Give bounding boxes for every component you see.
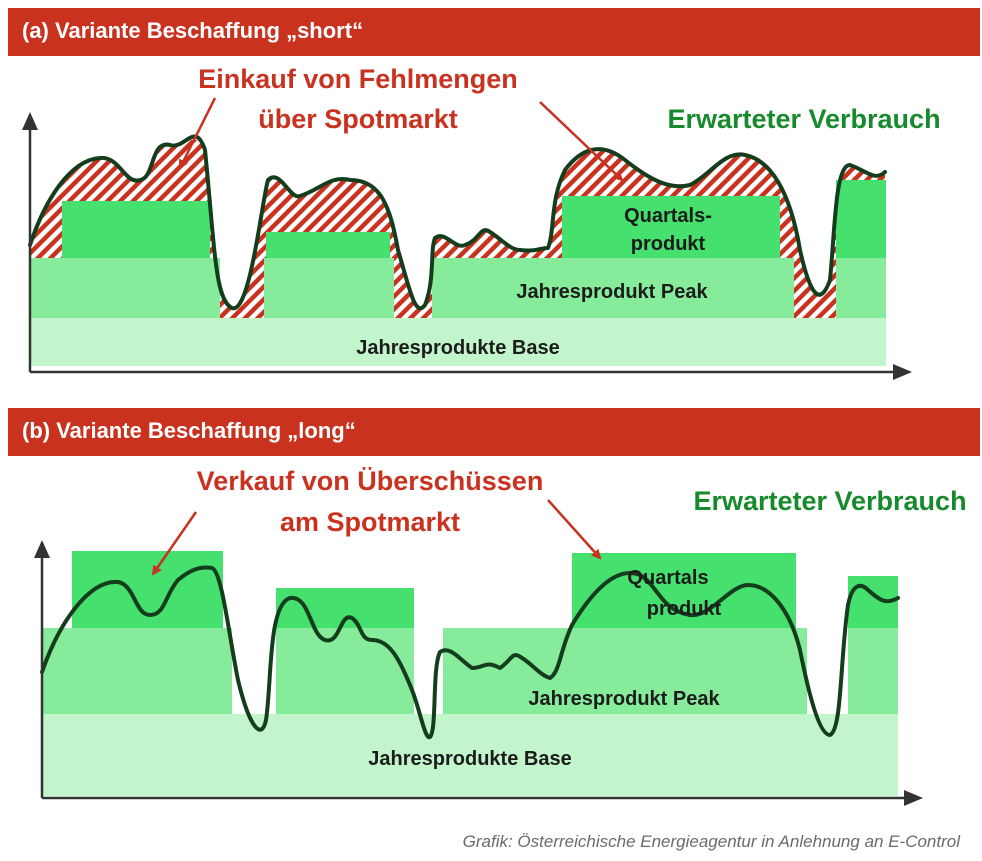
- quarter-label-line-1: Quartals: [627, 567, 708, 589]
- peak-band-segment: [848, 628, 898, 714]
- peak-label: Jahresprodukt Peak: [516, 281, 708, 303]
- panel-a-banner: (a) Variante Beschaffung „short“: [8, 8, 980, 56]
- panel-b-title: (b) Variante Beschaffung „long“: [22, 418, 356, 443]
- base-label: Jahresprodukte Base: [368, 748, 571, 770]
- peak-band-segment: [264, 258, 394, 318]
- panel-a-diagram: Einkauf von Fehlmengen über Spotmarkt Er…: [22, 64, 941, 380]
- quarter-label-line-1: Quartals-: [624, 205, 712, 227]
- peak-band-segment: [836, 258, 886, 318]
- annotation-line-2: über Spotmarkt: [258, 104, 458, 134]
- annotation-arrow-left: [151, 511, 198, 576]
- consumption-label: Erwarteter Verbrauch: [693, 486, 966, 516]
- quarter-block: [62, 201, 210, 258]
- annotation-line-2: am Spotmarkt: [280, 507, 460, 537]
- consumption-curve: [28, 134, 887, 311]
- quarter-label-line-2: produkt: [631, 233, 706, 255]
- quarter-label-line-2: produkt: [647, 598, 722, 620]
- base-label: Jahresprodukte Base: [356, 337, 559, 359]
- consumption-curve: [40, 565, 900, 740]
- consumption-label: Erwarteter Verbrauch: [667, 104, 940, 134]
- annotation-arrow-right: [547, 499, 602, 560]
- base-band: [42, 714, 898, 796]
- panel-b-diagram: Verkauf von Überschüssen am Spotmarkt Er…: [34, 466, 967, 806]
- base-band: [30, 318, 886, 366]
- quarter-block: [266, 232, 390, 258]
- peak-band-segment: [432, 258, 794, 318]
- peak-band-segment: [443, 628, 807, 714]
- peak-band-segment: [276, 628, 414, 714]
- quarter-block: [836, 180, 886, 258]
- annotation-arrow-left: [178, 97, 217, 170]
- peak-band-segment: [30, 258, 220, 318]
- source-note: Grafik: Österreichische Energieagentur i…: [462, 832, 960, 851]
- panel-a-title: (a) Variante Beschaffung „short“: [22, 18, 364, 43]
- panel-b-banner: (b) Variante Beschaffung „long“: [8, 408, 980, 456]
- peak-label: Jahresprodukt Peak: [528, 688, 720, 710]
- peak-band-segment: [42, 628, 232, 714]
- annotation-line-1: Verkauf von Überschüssen: [197, 466, 544, 496]
- y-axis-arrow: [34, 540, 50, 558]
- y-axis-arrow: [22, 112, 38, 130]
- x-axis-arrow: [893, 364, 912, 380]
- quarter-block: [562, 196, 780, 258]
- annotation-arrow-right: [539, 101, 624, 182]
- x-axis-arrow: [904, 790, 923, 806]
- annotation-line-1: Einkauf von Fehlmengen: [198, 64, 518, 94]
